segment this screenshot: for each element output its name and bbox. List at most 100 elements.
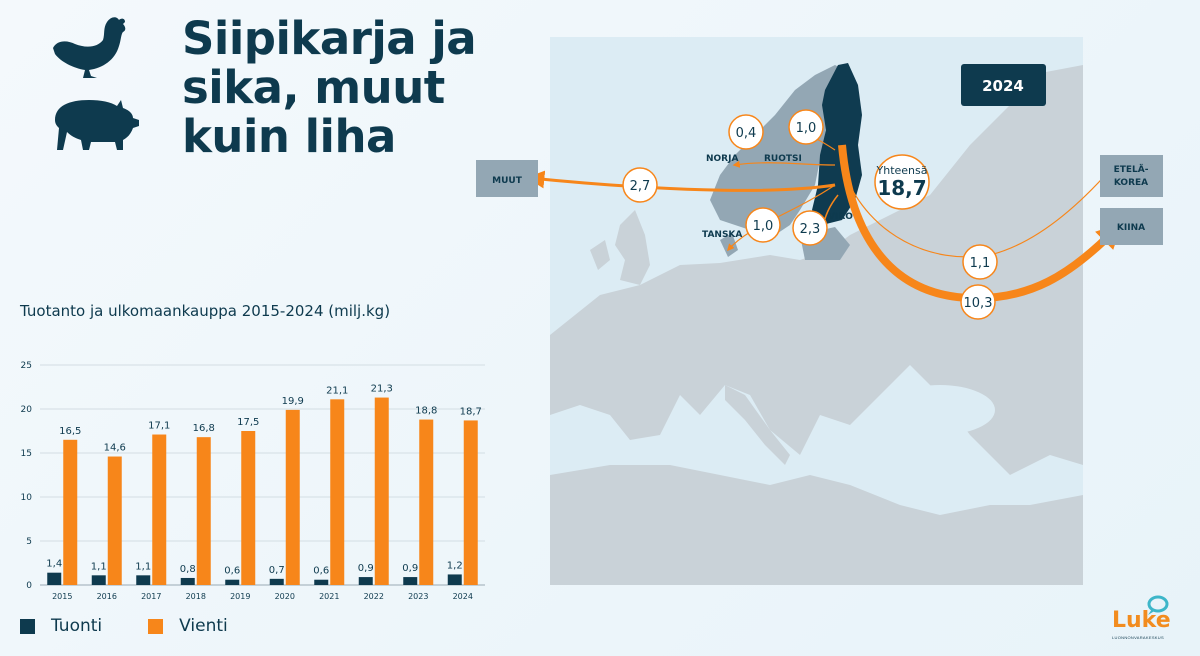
y-tick-label: 25	[21, 361, 32, 371]
data-label: 18,7	[460, 406, 482, 417]
data-label: 0,8	[180, 564, 196, 575]
data-label: 17,1	[148, 421, 170, 432]
bar-vienti	[463, 420, 478, 585]
page-title: Siipikarja ja sika, muut kuin liha	[182, 14, 512, 161]
header-icons	[53, 17, 139, 150]
data-label: 1,4	[46, 559, 62, 570]
bar-vienti	[374, 397, 389, 585]
speech-bubble-icon	[1147, 595, 1169, 615]
total-label: Yhteensä	[876, 164, 928, 177]
x-tick-label: 2020	[275, 592, 295, 601]
map-black-sea	[885, 385, 995, 435]
dest-label: MUUT	[492, 176, 523, 186]
chicken-icon	[53, 17, 126, 78]
bar-tuonti	[180, 577, 195, 585]
bubble-ruotsi: 1,0	[788, 109, 824, 145]
dest-box-korea: ETELÄ- KOREA	[1100, 155, 1163, 197]
value-label: 1,0	[753, 219, 774, 234]
map-land-continent	[550, 65, 1083, 475]
dest-box-muut: MUUT	[476, 160, 538, 197]
year-label: 2024	[982, 77, 1024, 95]
map-land-scandinavia	[710, 65, 850, 240]
x-tick-label: 2015	[52, 592, 72, 601]
chart-title: Tuotanto ja ulkomaankauppa 2015-2024 (mi…	[20, 302, 391, 320]
bubble-total: Yhteensä 18,7	[874, 154, 930, 210]
x-tick-label: 2017	[141, 592, 161, 601]
legend-label: Vienti	[179, 616, 228, 636]
bar-vienti	[285, 409, 300, 585]
legend-item-vienti: Vienti	[148, 616, 228, 636]
bar-vienti	[196, 437, 211, 585]
legend-label: Tuonti	[51, 616, 103, 636]
bar-vienti	[241, 431, 256, 585]
bar-tuonti	[358, 577, 373, 585]
value-label: 0,4	[736, 126, 757, 141]
logo-word: Luke	[1112, 608, 1171, 633]
y-tick-label: 15	[21, 449, 32, 459]
chart-legend: Tuonti Vienti	[20, 616, 274, 636]
data-label: 14,6	[104, 443, 126, 454]
country-label-tanska: TANSKA	[702, 230, 742, 240]
y-tick-label: 5	[26, 537, 32, 547]
logo-sub: LUONNONVARAKESKUS	[1112, 635, 1164, 640]
bubble-tanska: 1,0	[745, 207, 781, 243]
country-label-viro: VIRO	[828, 212, 853, 222]
bar-tuonti	[136, 575, 151, 585]
flow-muut	[526, 170, 836, 192]
bar-vienti	[152, 434, 167, 585]
title-line: Siipikarja ja	[182, 12, 477, 65]
title-line: kuin liha	[182, 110, 396, 163]
bar-vienti	[107, 456, 122, 585]
bar-tuonti	[47, 572, 62, 585]
x-tick-label: 2021	[319, 592, 339, 601]
value-label: 2,7	[630, 179, 651, 194]
data-label: 0,6	[313, 566, 329, 577]
flow-norja	[732, 160, 836, 168]
bar-tuonti	[269, 578, 284, 585]
x-tick-label: 2024	[453, 592, 473, 601]
title-line: sika, muut	[182, 61, 445, 114]
data-label: 21,1	[326, 385, 348, 396]
value-label: 10,3	[964, 296, 993, 311]
bar-tuonti	[91, 575, 106, 585]
data-label: 21,3	[371, 384, 393, 395]
bar-vienti	[419, 419, 434, 585]
value-label: 2,3	[800, 222, 821, 237]
dest-label: KIINA	[1117, 223, 1145, 233]
bar-tuonti	[447, 574, 462, 585]
bar-chart: 0 5 10 15 20 25 1,4 16,5 2015 1,1 14,6 2016 1,1 17,1 2…	[21, 361, 485, 601]
data-label: 16,8	[193, 423, 215, 434]
bubble-norja: 0,4	[728, 114, 764, 150]
dest-label: KOREA	[1114, 178, 1148, 188]
x-tick-label: 2016	[97, 592, 117, 601]
x-tick-label: 2019	[230, 592, 250, 601]
data-label: 0,9	[402, 563, 418, 574]
data-label: 0,6	[224, 566, 240, 577]
bubble-kiina: 10,3	[960, 284, 996, 320]
pig-icon	[55, 100, 139, 150]
bar-tuonti	[403, 577, 418, 585]
data-label: 17,5	[237, 417, 259, 428]
y-tick-label: 10	[21, 493, 33, 503]
legend-item-tuonti: Tuonti	[20, 616, 102, 636]
y-tick-label: 0	[26, 581, 32, 591]
x-tick-label: 2023	[408, 592, 428, 601]
bar-vienti	[330, 399, 345, 585]
luke-logo: Luke LUONNONVARAKESKUS	[1112, 595, 1182, 648]
map-land-africa	[550, 465, 1083, 585]
x-tick-label: 2022	[364, 592, 384, 601]
bubble-korea: 1,1	[962, 244, 998, 280]
bubble-muut: 2,7	[622, 167, 658, 203]
data-label: 16,5	[59, 426, 81, 437]
total-value: 18,7	[877, 176, 926, 200]
y-tick-label: 20	[21, 405, 33, 415]
country-label-ruotsi: RUOTSI	[764, 154, 802, 164]
data-label: 1,1	[91, 561, 107, 572]
data-label: 1,2	[447, 560, 463, 571]
value-label: 1,1	[970, 256, 991, 271]
data-label: 18,8	[415, 406, 437, 417]
legend-swatch-vienti	[148, 618, 164, 634]
bar-vienti	[63, 439, 78, 585]
map-land-italy	[725, 385, 790, 465]
data-label: 0,9	[358, 563, 374, 574]
